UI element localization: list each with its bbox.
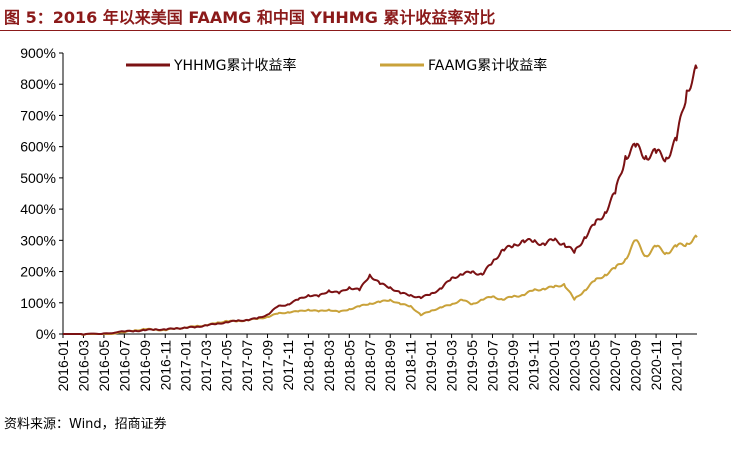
x-tick-label: 2019-05: [464, 340, 480, 392]
legend: YHHMG累计收益率 FAAMG累计收益率: [126, 57, 547, 74]
y-tick-label: 200%: [20, 264, 56, 280]
x-tick-label: 2016-03: [75, 340, 91, 392]
x-tick-label: 2017-03: [198, 340, 214, 392]
x-tick-label: 2018-05: [341, 340, 357, 392]
x-tick-label: 2019-01: [423, 340, 439, 392]
x-tick-label: 2017-09: [260, 340, 276, 392]
x-tick-label: 2020-07: [607, 340, 623, 392]
x-tick-label: 2019-09: [505, 340, 521, 392]
y-tick-label: 700%: [20, 107, 56, 123]
x-tick-label: 2019-03: [444, 340, 460, 392]
x-tick-label: 2020-11: [648, 340, 664, 391]
x-tick-label: 2018-07: [362, 340, 378, 392]
x-tick-label: 2016-05: [96, 340, 112, 392]
x-tick-label: 2017-01: [178, 340, 194, 392]
x-tick-label: 2016-11: [157, 340, 173, 391]
y-tick-label: 0%: [36, 326, 56, 342]
x-tick-label: 2019-11: [525, 340, 541, 391]
line-chart: 0% 100% 200% 300% 400% 500% 600% 700% 800% 900% 2…: [20, 45, 698, 392]
x-axis: 2016-01 2016-03 2016-05 2016-07 2016-09 2016-…: [55, 333, 697, 392]
x-tick-label: 2021-01: [669, 340, 685, 392]
series-layer: [63, 64, 698, 336]
x-tick-label: 2017-07: [239, 340, 255, 392]
figure-title: 图 5：2016 年以来美国 FAAMG 和中国 YHHMG 累计收益率对比: [4, 8, 496, 27]
series-line-faamg: [63, 234, 698, 336]
y-tick-label: 400%: [20, 201, 56, 217]
x-tick-label: 2016-07: [116, 340, 132, 392]
y-tick-label: 100%: [20, 295, 56, 311]
x-tick-label: 2016-09: [137, 340, 153, 392]
x-tick-label: 2018-09: [382, 340, 398, 392]
x-tick-label: 2016-01: [55, 340, 71, 392]
y-tick-label: 600%: [20, 139, 56, 155]
x-tick-label: 2018-01: [300, 340, 316, 392]
x-tick-label: 2020-03: [566, 340, 582, 392]
source-note: 资料来源：Wind，招商证券: [4, 417, 167, 432]
x-tick-label: 2019-07: [484, 340, 500, 392]
x-tick-label: 2018-11: [403, 340, 419, 391]
series-line-yhhmg: [63, 64, 698, 336]
y-tick-label: 800%: [20, 76, 56, 92]
y-tick-label: 500%: [20, 170, 56, 186]
x-tick-label: 2020-05: [587, 340, 603, 392]
legend-label-yhhmg: YHHMG累计收益率: [173, 57, 297, 74]
legend-label-faamg: FAAMG累计收益率: [428, 57, 547, 74]
y-axis: 0% 100% 200% 300% 400% 500% 600% 700% 800% 900%: [20, 45, 64, 342]
x-tick-label: 2017-05: [219, 340, 235, 392]
x-tick-label: 2020-01: [546, 340, 562, 392]
x-tick-label: 2018-03: [321, 340, 337, 392]
y-tick-label: 900%: [20, 45, 56, 61]
y-tick-label: 300%: [20, 232, 56, 248]
title-divider: [0, 30, 731, 31]
x-tick-label: 2017-11: [280, 340, 296, 391]
x-tick-label: 2020-09: [628, 340, 644, 392]
